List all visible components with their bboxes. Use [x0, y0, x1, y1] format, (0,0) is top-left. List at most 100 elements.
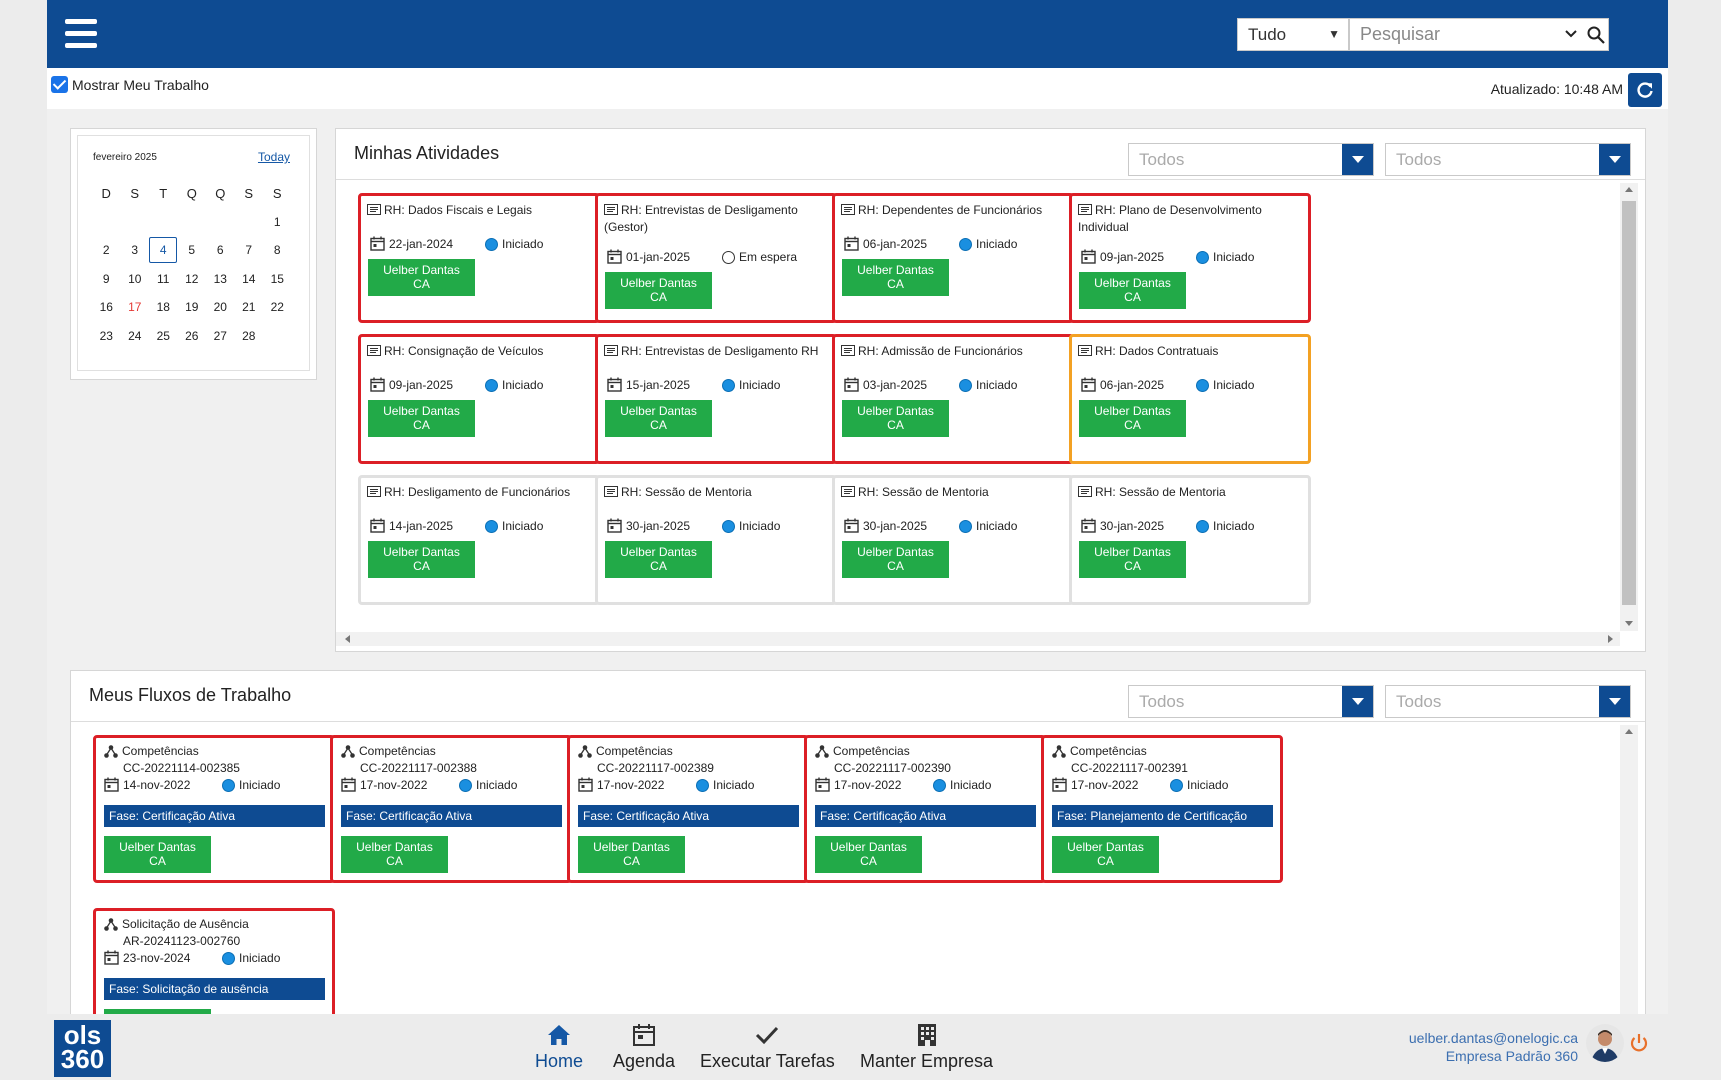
- calendar-day[interactable]: 10: [128, 271, 142, 286]
- workflow-name: Competências: [104, 744, 199, 758]
- calendar-day[interactable]: 1: [273, 214, 281, 229]
- calendar-day[interactable]: 19: [185, 300, 199, 315]
- dropdown-arrow-icon[interactable]: [1599, 144, 1630, 175]
- workflow-date: 17-nov-2022: [578, 777, 664, 792]
- user-avatar[interactable]: [1586, 1024, 1624, 1062]
- activity-card[interactable]: RH: Admissão de Funcionários 03-jan-2025 I…: [832, 334, 1074, 464]
- power-icon[interactable]: [1629, 1032, 1649, 1054]
- calendar-day[interactable]: 15: [270, 271, 284, 286]
- calendar-day[interactable]: 22: [270, 300, 284, 315]
- search-icon[interactable]: [1586, 25, 1606, 45]
- refresh-button[interactable]: [1628, 73, 1662, 107]
- date-calendar-icon: [104, 950, 119, 965]
- calendar-today-link[interactable]: Today: [257, 150, 290, 164]
- calendar-day[interactable]: 21: [242, 300, 256, 315]
- activities-horizontal-scrollbar[interactable]: [336, 632, 1620, 646]
- activity-card[interactable]: RH: Sessão de Mentoria 30-jan-2025 Iniciad…: [595, 475, 837, 605]
- calendar-day[interactable]: 14: [242, 271, 256, 286]
- workflow-card[interactable]: Competências CC-20221117-002390 17-nov-202…: [804, 735, 1046, 883]
- calendar-day[interactable]: 11: [157, 271, 170, 286]
- search-scope-select[interactable]: Tudo ▼: [1237, 18, 1349, 51]
- workflow-card[interactable]: Competências CC-20221117-002391 17-nov-202…: [1041, 735, 1283, 883]
- calendar-empty-cell: [149, 208, 178, 237]
- calendar-day[interactable]: 16: [99, 300, 113, 315]
- nav-agenda[interactable]: Agenda: [613, 1022, 675, 1072]
- activity-card[interactable]: RH: Desligamento de Funcionários 14-jan-2…: [358, 475, 600, 605]
- calendar-day[interactable]: 27: [213, 328, 227, 343]
- calendar-weekday-header: T: [159, 185, 168, 201]
- hamburger-menu-icon[interactable]: [65, 19, 97, 49]
- workflow-card[interactable]: Competências CC-20221114-002385 14-nov-202…: [93, 735, 335, 883]
- calendar-day[interactable]: 23: [99, 328, 113, 343]
- calendar-day[interactable]: 5: [188, 243, 196, 258]
- calendar-day[interactable]: 9: [102, 271, 110, 286]
- workflows-filter-1[interactable]: Todos: [1128, 685, 1374, 718]
- calendar-day[interactable]: 6: [216, 243, 224, 258]
- dropdown-arrow-icon[interactable]: [1342, 686, 1373, 717]
- calendar-day[interactable]: 20: [213, 300, 227, 315]
- activities-filter-2-placeholder: Todos: [1396, 150, 1442, 169]
- activities-filter-1[interactable]: Todos: [1128, 143, 1374, 176]
- dropdown-arrow-icon[interactable]: [1342, 144, 1373, 175]
- workflows-panel: Meus Fluxos de Trabalho Todos Todos Comp…: [70, 670, 1646, 1056]
- activity-card[interactable]: RH: Dados Contratuais 06-jan-2025 Iniciado…: [1069, 334, 1311, 464]
- calendar-day[interactable]: 17: [128, 300, 142, 315]
- activity-card[interactable]: RH: Sessão de Mentoria 30-jan-2025 Iniciad…: [1069, 475, 1311, 605]
- calendar-day[interactable]: 8: [273, 243, 281, 258]
- activity-card[interactable]: RH: Sessão de Mentoria 30-jan-2025 Iniciad…: [832, 475, 1074, 605]
- activity-card[interactable]: RH: Entrevistas de Desligamento (Gestor)…: [595, 193, 837, 323]
- activity-card[interactable]: RH: Dados Fiscais e Legais 22-jan-2024 Ini…: [358, 193, 600, 323]
- calendar-day[interactable]: 24: [128, 328, 142, 343]
- dropdown-arrow-icon[interactable]: [1599, 686, 1630, 717]
- activity-card[interactable]: RH: Plano de Desenvolvimento Individual 0…: [1069, 193, 1311, 323]
- activity-date: 01-jan-2025: [607, 249, 690, 264]
- activity-card[interactable]: RH: Consignação de Veículos 09-jan-2025 In…: [358, 334, 600, 464]
- activities-vertical-scrollbar[interactable]: [1620, 183, 1638, 631]
- calendar-day[interactable]: 18: [156, 300, 170, 315]
- calendar-day[interactable]: 2: [102, 243, 110, 258]
- calendar-day[interactable]: 3: [131, 243, 139, 258]
- activities-filter-2[interactable]: Todos: [1385, 143, 1631, 176]
- workflow-card[interactable]: Competências CC-20221117-002388 17-nov-202…: [330, 735, 572, 883]
- show-my-work-toggle[interactable]: Mostrar Meu Trabalho: [51, 76, 209, 93]
- calendar-day[interactable]: 7: [245, 243, 253, 258]
- activity-card[interactable]: RH: Entrevistas de Desligamento RH 15-jan…: [595, 334, 837, 464]
- workflows-vertical-scrollbar[interactable]: [1620, 725, 1638, 1021]
- logo-text-top: ols: [63, 1020, 102, 1050]
- nav-execute-tasks[interactable]: Executar Tarefas: [700, 1022, 835, 1072]
- nav-maintain-company[interactable]: Manter Empresa: [860, 1022, 993, 1072]
- chevron-down-icon[interactable]: [1564, 27, 1578, 41]
- workflows-filter-2[interactable]: Todos: [1385, 685, 1631, 718]
- search-input[interactable]: [1350, 19, 1550, 50]
- activity-status: Iniciado: [485, 237, 543, 251]
- activity-status: Iniciado: [485, 519, 543, 533]
- nav-home[interactable]: Home: [535, 1022, 583, 1072]
- calendar-day[interactable]: 26: [185, 328, 199, 343]
- calendar-day[interactable]: 25: [156, 328, 170, 343]
- calendar-day[interactable]: 12: [185, 271, 199, 286]
- calendar-day[interactable]: 4: [149, 236, 178, 265]
- show-my-work-checkbox[interactable]: [51, 76, 68, 93]
- calendar-day[interactable]: 13: [213, 271, 227, 286]
- activity-card[interactable]: RH: Dependentes de Funcionários 06-jan-20…: [832, 193, 1074, 323]
- calendar-day[interactable]: 28: [242, 328, 256, 343]
- workflow-card[interactable]: Competências CC-20221117-002389 17-nov-202…: [567, 735, 809, 883]
- search-box[interactable]: [1349, 18, 1609, 51]
